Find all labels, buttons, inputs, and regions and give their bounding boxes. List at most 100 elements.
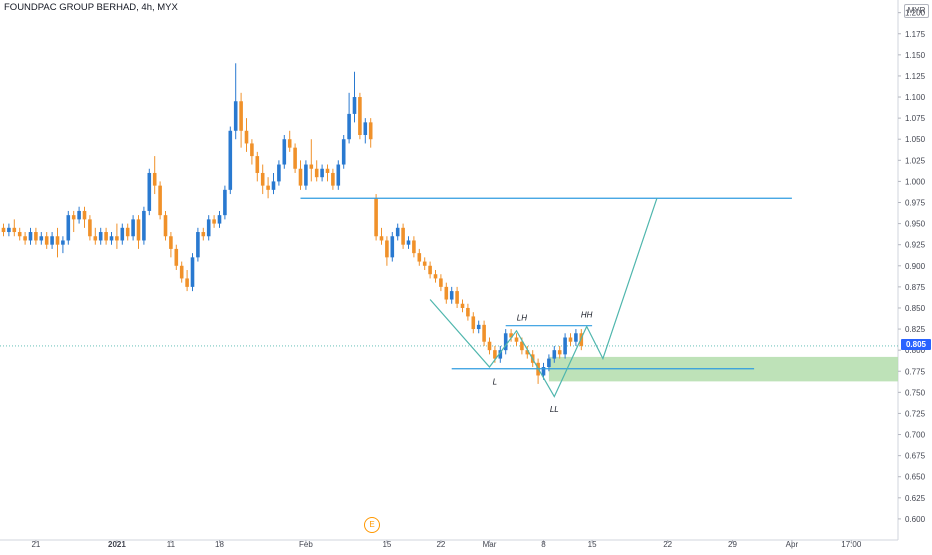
candle-body — [190, 257, 195, 287]
candle-body — [514, 337, 519, 342]
time-tick-label: 22 — [663, 540, 672, 549]
candle-body — [158, 185, 162, 216]
candle-body — [71, 215, 76, 220]
candle-body — [304, 164, 308, 186]
price-tick-label: 0.975 — [905, 199, 926, 208]
candle-body — [379, 236, 384, 241]
candle-body — [466, 307, 470, 317]
price-tick-label: 0.725 — [905, 409, 926, 418]
candle-body — [482, 324, 486, 342]
candle-body — [115, 236, 119, 241]
candle-body — [152, 172, 157, 186]
candle-body — [460, 303, 465, 308]
price-tick-label: 0.775 — [905, 367, 926, 376]
time-tick-label: 8 — [541, 540, 546, 549]
candle-body — [196, 232, 200, 258]
candle-body — [352, 97, 357, 114]
candle-body — [255, 156, 260, 173]
candle-body — [23, 236, 27, 241]
candle-body — [212, 219, 216, 224]
currency-button[interactable]: MYR — [904, 4, 929, 18]
candle-body — [277, 164, 281, 182]
candle-body — [28, 232, 33, 241]
candle-body — [125, 227, 130, 237]
price-tick-label: 1.050 — [905, 135, 926, 144]
price-tick-label: 1.200 — [905, 9, 926, 18]
candle-body — [471, 316, 476, 330]
candle-body — [93, 236, 98, 241]
candle-body — [368, 122, 373, 140]
candle-body — [271, 181, 276, 190]
price-tick-label: 1.100 — [905, 93, 926, 102]
price-tick-label: 1.175 — [905, 30, 926, 39]
candle-body — [552, 350, 557, 359]
candle-body — [428, 265, 432, 275]
candle-body — [557, 350, 562, 355]
candle-body — [206, 219, 211, 237]
candle-body — [520, 341, 524, 351]
candle-body — [201, 232, 206, 237]
candle-body — [422, 261, 427, 266]
candle-body — [417, 253, 422, 262]
candle-body — [563, 337, 567, 355]
candle-body — [395, 227, 400, 237]
candle-body — [325, 168, 330, 173]
candle-body — [179, 265, 184, 279]
price-tick-label: 0.675 — [905, 452, 926, 461]
candle-body — [50, 236, 54, 245]
time-tick-label: 29 — [728, 540, 737, 549]
candle-body — [185, 278, 189, 287]
candle-body — [120, 227, 125, 241]
time-tick-label: Apr — [786, 540, 799, 549]
candle-body — [341, 139, 346, 165]
candle-body — [444, 286, 449, 300]
price-tick-label: 1.075 — [905, 114, 926, 123]
pattern-label: LH — [517, 313, 527, 322]
candle-body — [260, 172, 265, 186]
time-tick-label: 17:00 — [841, 540, 862, 549]
candle-body — [401, 227, 405, 245]
price-tick-label: 0.900 — [905, 262, 926, 271]
candle-body — [239, 101, 243, 131]
price-tick-label: 1.000 — [905, 177, 926, 186]
candle-body — [136, 219, 141, 241]
candle-body — [98, 232, 103, 241]
candle-body — [503, 333, 508, 351]
candle-body — [77, 210, 81, 220]
candle-body — [142, 210, 146, 241]
candle-body — [169, 236, 173, 249]
candle-body — [347, 113, 351, 140]
pattern-label: LL — [550, 405, 559, 414]
pattern-label: L — [493, 377, 497, 386]
candle-body — [109, 236, 114, 241]
candle-body — [320, 168, 324, 178]
candle-body — [61, 240, 65, 245]
candle-body — [298, 168, 303, 186]
candle-body — [147, 172, 152, 211]
price-tick-label: 0.950 — [905, 220, 926, 229]
pattern-path-line — [429, 198, 658, 398]
candle-body — [433, 274, 438, 279]
price-tick-label: 1.125 — [905, 72, 926, 81]
candle-body — [541, 367, 546, 376]
candle-body — [104, 232, 108, 241]
candle-body — [244, 130, 249, 144]
time-tick-label: 21 — [31, 540, 40, 549]
price-tick-label: 0.800 — [905, 346, 926, 355]
candle-body — [509, 333, 513, 338]
candle-body — [498, 350, 503, 359]
candle-body — [287, 139, 292, 148]
price-tick-label: 0.625 — [905, 494, 926, 503]
price-tick-label: 0.650 — [905, 473, 926, 482]
candle-body — [487, 341, 492, 351]
candle-body — [34, 232, 38, 241]
price-tick-label: 0.925 — [905, 241, 926, 250]
candle-body — [385, 240, 389, 258]
candle-body — [363, 122, 368, 135]
candle-body — [55, 236, 60, 245]
earnings-event-icon[interactable]: E — [364, 517, 380, 533]
time-tick-label: 11 — [167, 540, 176, 549]
candle-body — [493, 350, 497, 359]
